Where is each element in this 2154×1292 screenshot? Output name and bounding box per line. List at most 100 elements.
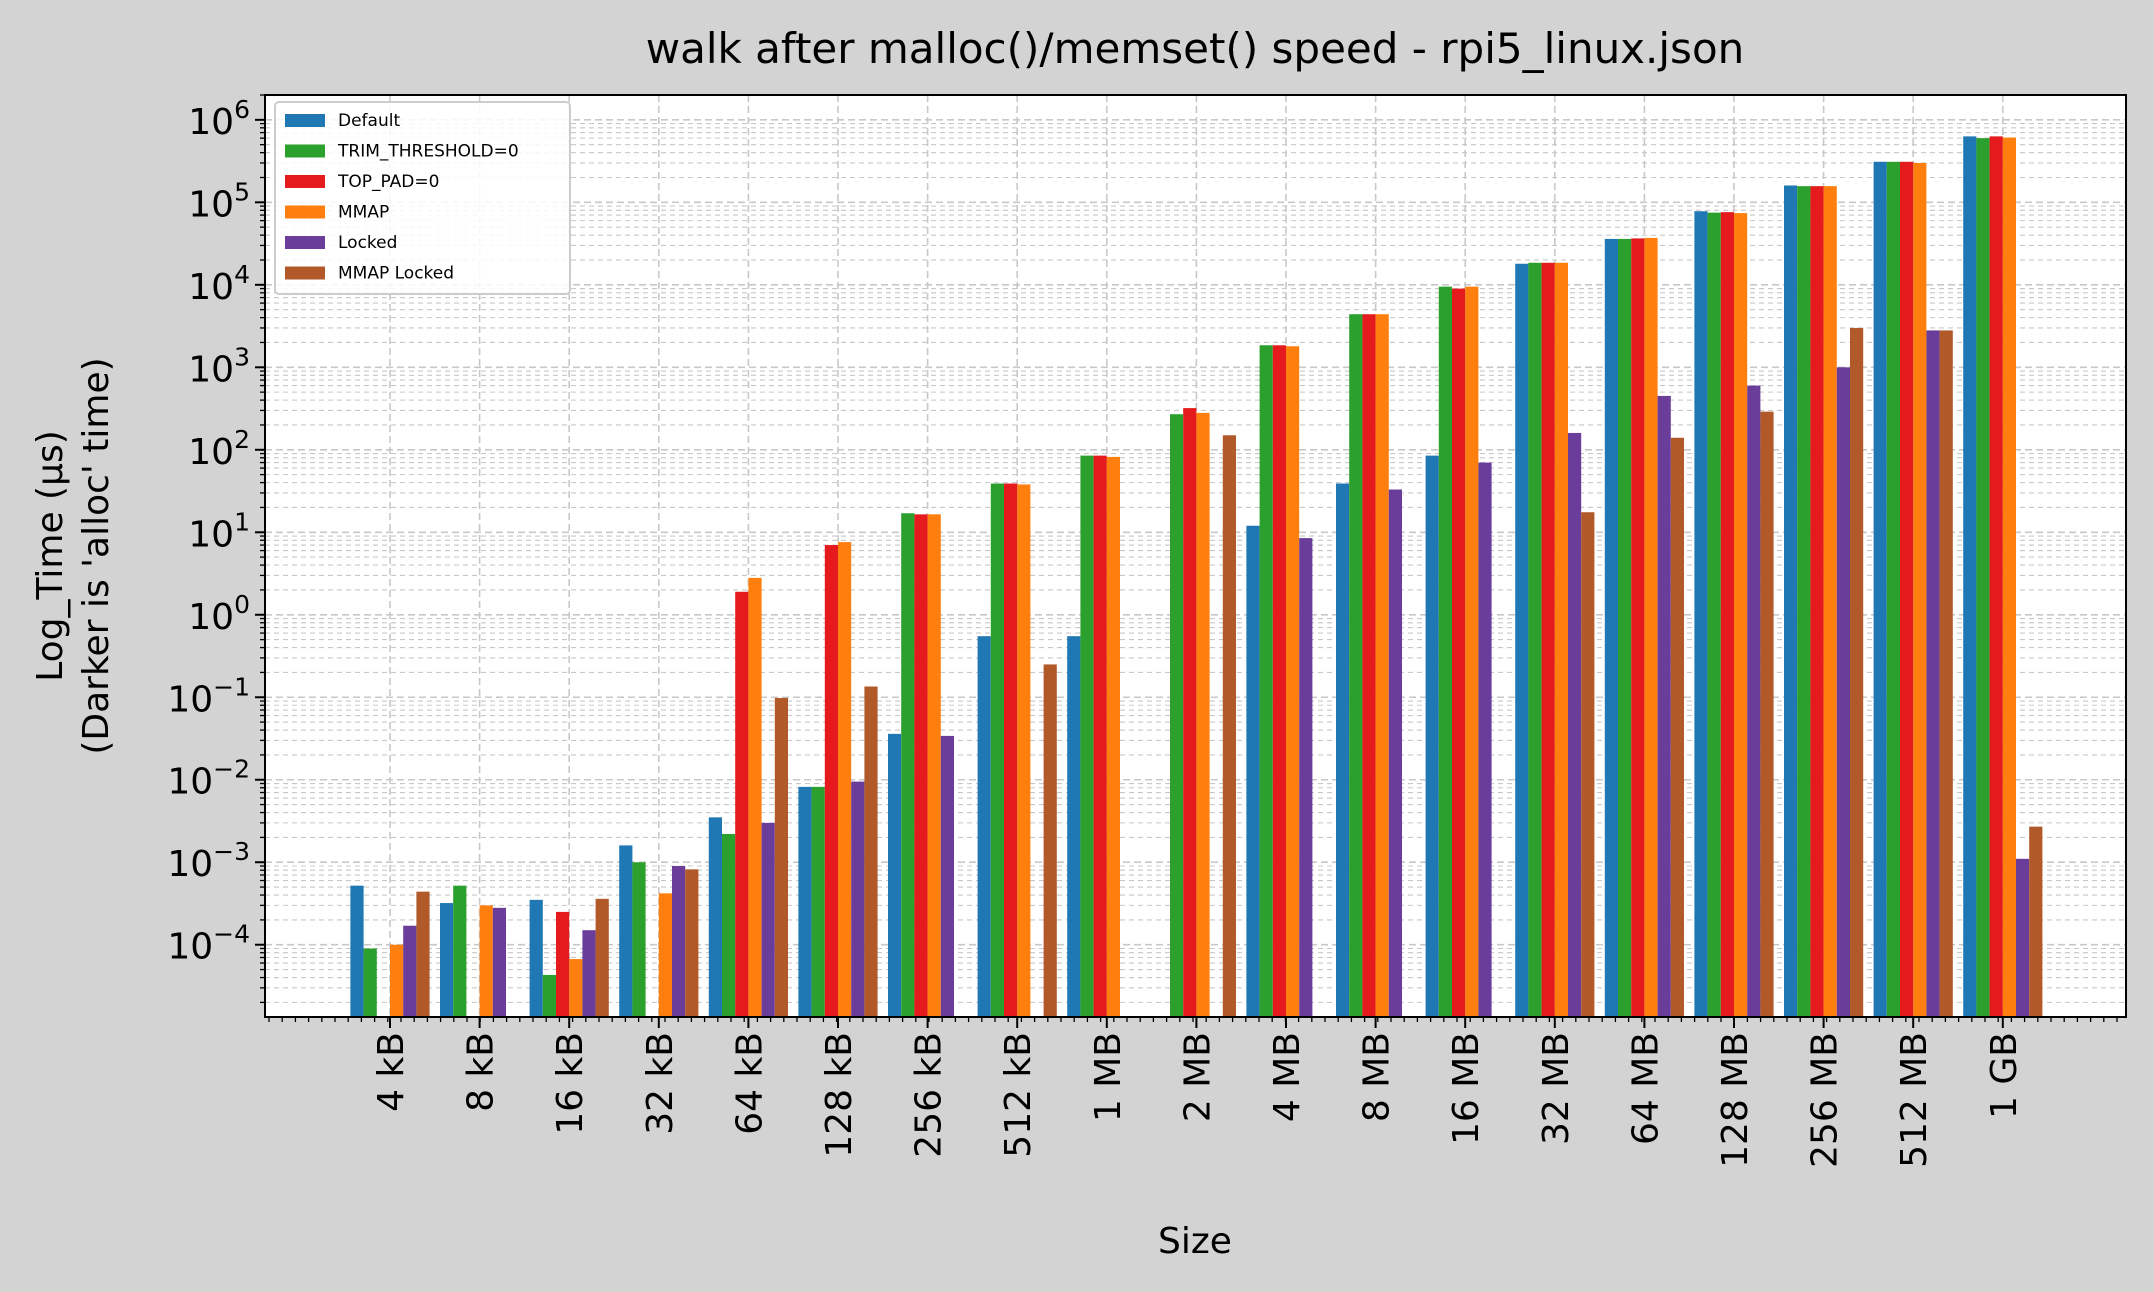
bar	[453, 885, 467, 1017]
y-tick-label-exponent: −4	[213, 920, 250, 949]
x-tick-label: 1 GB	[1984, 1032, 2025, 1119]
bar	[363, 948, 377, 1017]
bar	[1554, 262, 1568, 1017]
legend-label: MMAP	[338, 203, 389, 223]
bar	[1976, 138, 1990, 1017]
bar	[1093, 455, 1107, 1017]
y-tick-label: 101	[188, 507, 250, 555]
bar	[1631, 238, 1645, 1017]
bar	[595, 898, 609, 1017]
bar	[1183, 408, 1197, 1017]
y-tick-label-base: 10	[188, 102, 234, 143]
bar	[1784, 185, 1798, 1018]
bar	[542, 974, 556, 1017]
bar	[774, 697, 788, 1017]
bar	[685, 869, 699, 1017]
x-tick-label: 256 MB	[1805, 1032, 1846, 1168]
bar	[1170, 414, 1184, 1018]
bar	[1760, 411, 1774, 1017]
bar	[1989, 136, 2003, 1017]
bar	[1478, 462, 1492, 1017]
x-tick-label: 64 MB	[1625, 1032, 1666, 1145]
bar	[1515, 263, 1529, 1017]
x-tick-label: 8 kB	[461, 1032, 502, 1112]
y-tick-label: 104	[188, 260, 250, 308]
bar	[735, 591, 749, 1017]
bar	[1080, 455, 1094, 1017]
bar	[748, 577, 762, 1017]
bar	[1388, 489, 1402, 1017]
bar	[1900, 161, 1914, 1018]
bar	[1581, 512, 1595, 1017]
bar	[2016, 858, 2030, 1017]
legend-label: Locked	[338, 233, 397, 253]
bar	[1913, 162, 1927, 1017]
bar	[390, 944, 404, 1017]
bar	[811, 786, 825, 1017]
bar	[1336, 483, 1350, 1017]
bar	[838, 542, 852, 1017]
x-tick-label: 4 kB	[371, 1032, 412, 1112]
bar	[1707, 212, 1721, 1017]
bar	[1286, 346, 1300, 1017]
legend-swatch	[285, 266, 325, 280]
bar	[1963, 136, 1977, 1017]
bar	[1196, 412, 1210, 1017]
bar	[1465, 286, 1479, 1017]
legend-swatch	[285, 205, 325, 219]
legend-swatch	[285, 114, 325, 127]
y-tick-label-exponent: 6	[234, 95, 250, 124]
bar	[1644, 237, 1658, 1017]
bar	[1850, 327, 1864, 1017]
bar	[1541, 262, 1555, 1017]
bar	[901, 513, 915, 1017]
bar	[1810, 186, 1824, 1017]
bar	[1299, 538, 1313, 1017]
bar	[569, 959, 583, 1017]
y-tick-label-exponent: 1	[234, 507, 250, 536]
legend-label: MMAP Locked	[338, 264, 454, 284]
bar	[1670, 437, 1684, 1017]
x-tick-label: 128 MB	[1715, 1032, 1756, 1168]
y-tick-label-base: 10	[188, 597, 234, 638]
y-tick-label-base: 10	[188, 184, 234, 225]
bar	[851, 781, 865, 1017]
legend-swatch	[285, 144, 325, 158]
x-tick-label: 4 MB	[1267, 1032, 1308, 1122]
y-tick-label-base: 10	[188, 267, 234, 308]
y-tick-label-exponent: 5	[234, 177, 250, 206]
x-tick-label: 256 kB	[909, 1032, 950, 1158]
x-tick-label: 32 kB	[640, 1032, 681, 1135]
bar	[492, 907, 506, 1017]
bar	[1004, 483, 1018, 1017]
x-tick-label: 1 MB	[1088, 1032, 1129, 1122]
y-tick-label-exponent: 3	[234, 342, 250, 371]
bar	[864, 686, 878, 1017]
x-tick-label: 64 kB	[729, 1032, 770, 1135]
bar	[1873, 161, 1887, 1018]
bar	[1836, 367, 1850, 1017]
chart-title: walk after malloc()/memset() speed - rpi…	[646, 24, 1745, 73]
x-tick-label: 8 MB	[1357, 1032, 1398, 1122]
y-tick-label-exponent: 0	[234, 590, 250, 619]
bar	[2002, 137, 2016, 1018]
bar	[619, 845, 633, 1017]
y-tick-label-base: 10	[188, 432, 234, 473]
bar	[1604, 238, 1618, 1018]
bar	[556, 911, 570, 1017]
y-tick-label-exponent: −3	[213, 837, 250, 866]
bar	[1362, 314, 1376, 1018]
bar	[1246, 525, 1260, 1017]
bar	[1747, 385, 1761, 1018]
bar	[1375, 314, 1389, 1018]
x-tick-label: 16 kB	[550, 1032, 591, 1135]
x-tick-label: 512 kB	[998, 1032, 1039, 1158]
y-tick-label-base: 10	[188, 514, 234, 555]
bar	[2029, 826, 2043, 1017]
y-tick-label: 103	[188, 342, 250, 390]
bar	[440, 903, 454, 1017]
bar	[350, 885, 364, 1017]
y-tick-label: 10−2	[167, 755, 250, 803]
